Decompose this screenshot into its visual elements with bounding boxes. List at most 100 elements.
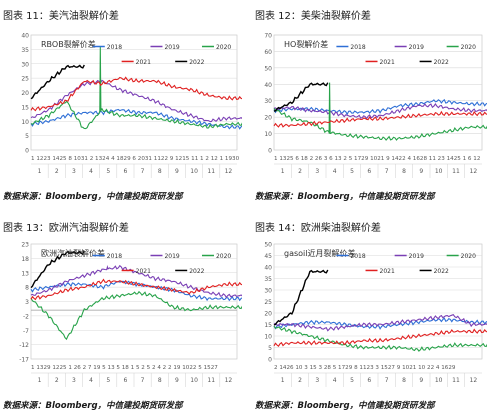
month-label: 11 bbox=[452, 377, 460, 384]
legend-label-2021: 2021 bbox=[380, 268, 395, 275]
y-tick-label: 35 bbox=[21, 47, 29, 54]
month-label: 10 bbox=[190, 168, 198, 175]
month-label: 8 bbox=[158, 377, 162, 384]
month-label: 1 bbox=[281, 168, 285, 175]
chart-panel: 0 5 10 15 20 25 30 35 40 45 50 gasoil近月裂解价差 2018 2019… bbox=[255, 236, 490, 395]
y-tick-label: 15 bbox=[21, 104, 29, 111]
month-label: 12 bbox=[225, 168, 233, 175]
y-tick-label: 13 bbox=[21, 270, 29, 277]
month-label: 2 bbox=[55, 168, 59, 175]
month-label: 5 bbox=[350, 377, 354, 384]
x-tick-labels: 1 1223 1425 8 1031 2 1324 4 1829 6 2031 … bbox=[31, 156, 240, 162]
month-label: 4 bbox=[333, 377, 337, 384]
figure-title: 图表 11：美汽油裂解价差 bbox=[3, 11, 119, 22]
month-label: 5 bbox=[106, 377, 110, 384]
y-tick-label: 20 bbox=[264, 115, 272, 122]
month-label: 3 bbox=[72, 168, 76, 175]
legend-label-2019: 2019 bbox=[409, 253, 424, 260]
figure-title: 图表 12：美柴油裂解价差 bbox=[255, 11, 371, 22]
x-tick-labels: 2 1426 10 3 15 3 28 5 1729 8 1123 3 1527… bbox=[274, 365, 456, 371]
y-tick-label: 18 bbox=[21, 256, 29, 263]
series-line-2021 bbox=[273, 110, 490, 128]
month-label: 7 bbox=[385, 168, 389, 175]
month-label: 7 bbox=[385, 377, 389, 384]
chart-title: gasoil近月裂解价差 bbox=[284, 248, 356, 258]
y-tick-label: 10 bbox=[264, 131, 272, 138]
legend-label-2020: 2020 bbox=[461, 253, 476, 260]
y-tick-label: 40 bbox=[264, 82, 272, 89]
y-tick-label: -17 bbox=[19, 357, 29, 364]
legend-label-2021: 2021 bbox=[380, 59, 395, 66]
series-line-2020 bbox=[30, 290, 245, 341]
series-line-2022 bbox=[30, 250, 85, 289]
month-label: 4 bbox=[89, 377, 93, 384]
month-label: 9 bbox=[419, 168, 423, 175]
source-note: 数据来源：Bloomberg，中信建投期货研发部 bbox=[3, 192, 183, 202]
chart-title: 欧洲汽油裂解价差 bbox=[41, 248, 105, 258]
month-label: 4 bbox=[89, 168, 93, 175]
y-tick-label: 30 bbox=[21, 61, 29, 68]
month-label: 7 bbox=[141, 377, 145, 384]
chart-title: RBOB裂解价差 bbox=[41, 39, 96, 49]
y-tick-label: 25 bbox=[21, 76, 29, 83]
y-tick-label: 23 bbox=[21, 242, 29, 249]
month-label: 8 bbox=[158, 168, 162, 175]
month-label: 9 bbox=[419, 377, 423, 384]
y-tick-label: 60 bbox=[264, 49, 272, 56]
legend-label-2022: 2022 bbox=[189, 268, 204, 275]
legend-label-2018: 2018 bbox=[350, 253, 365, 260]
series-line-2018 bbox=[30, 108, 245, 130]
series-line-2022 bbox=[30, 64, 85, 100]
y-tick-label: 0 bbox=[268, 357, 272, 364]
month-label: 3 bbox=[72, 377, 76, 384]
series-line-2019 bbox=[274, 314, 490, 332]
legend-label-2018: 2018 bbox=[107, 44, 122, 51]
y-tick-label: -7 bbox=[23, 328, 29, 335]
series-line-2020 bbox=[273, 82, 490, 141]
series-line-2018 bbox=[273, 317, 490, 330]
month-label: 10 bbox=[435, 168, 443, 175]
legend-label-2018: 2018 bbox=[107, 253, 122, 260]
y-tick-label: 40 bbox=[264, 265, 272, 272]
month-label: 2 bbox=[298, 377, 302, 384]
series-line-2019 bbox=[30, 79, 245, 123]
series-line-2020 bbox=[273, 325, 490, 352]
series-line-2021 bbox=[30, 76, 245, 112]
y-tick-label: -12 bbox=[19, 342, 29, 349]
y-tick-label: 25 bbox=[264, 299, 272, 306]
series-line-2018 bbox=[273, 98, 490, 116]
y-tick-label: 5 bbox=[25, 133, 29, 140]
month-label: 1 bbox=[38, 168, 42, 175]
series-line-2021 bbox=[30, 278, 245, 301]
legend-label-2020: 2020 bbox=[216, 253, 231, 260]
y-tick-label: 3 bbox=[25, 299, 29, 306]
month-label: 5 bbox=[350, 168, 354, 175]
month-label: 3 bbox=[315, 377, 319, 384]
month-label: 6 bbox=[124, 168, 128, 175]
series-line-2019 bbox=[30, 264, 245, 299]
plot-frame bbox=[273, 34, 483, 151]
chart-ho: 0 10 20 30 40 50 60 70 HO裂解价差 2018 2019 2020 2021 202… bbox=[264, 33, 490, 178]
chart-panel: 0 10 20 30 40 50 60 70 HO裂解价差 2018 2019 2020 2021 202… bbox=[255, 27, 490, 186]
source-note: 数据来源：Bloomberg，中信建投期货研发部 bbox=[3, 401, 183, 411]
month-label: 11 bbox=[452, 168, 460, 175]
month-label: 8 bbox=[402, 168, 406, 175]
series-line-2019 bbox=[273, 103, 490, 120]
source-note: 数据来源：Bloomberg，中信建投期货研发部 bbox=[255, 192, 435, 202]
chart-title: HO裂解价差 bbox=[284, 39, 328, 49]
legend-label-2019: 2019 bbox=[164, 253, 179, 260]
legend-label-2018: 2018 bbox=[350, 44, 365, 51]
y-tick-label: 30 bbox=[264, 288, 272, 295]
month-label: 5 bbox=[106, 168, 110, 175]
chart-panel: -17 -12 -7 -2 3 8 13 18 23 欧洲汽油裂解价差 2018 2019 2020 20… bbox=[12, 236, 245, 395]
y-tick-label: 0 bbox=[25, 148, 29, 155]
month-label: 1 bbox=[38, 377, 42, 384]
y-tick-label: 50 bbox=[264, 242, 272, 249]
series-line-2022 bbox=[273, 82, 329, 112]
month-label: 3 bbox=[315, 168, 319, 175]
x-tick-labels: 1 1325 6 18 2 26 3 6 13 2 5 1729 1021 9 … bbox=[274, 156, 480, 162]
x-tick-labels: 1 1329 1225 1 26 2 7 19 5 13 5 18 1 5 2 … bbox=[31, 365, 218, 371]
month-label: 4 bbox=[333, 168, 337, 175]
month-label: 9 bbox=[175, 377, 179, 384]
